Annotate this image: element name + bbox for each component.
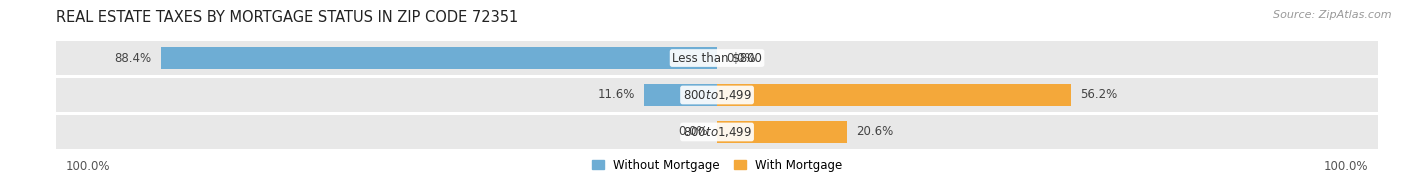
Bar (56, 78, 1378, 112)
Bar (56, 115, 1378, 149)
Text: $800 to $1,499: $800 to $1,499 (682, 125, 752, 139)
Text: REAL ESTATE TAXES BY MORTGAGE STATUS IN ZIP CODE 72351: REAL ESTATE TAXES BY MORTGAGE STATUS IN … (56, 10, 519, 25)
Bar (717, 83, 1071, 106)
Text: $800 to $1,499: $800 to $1,499 (682, 88, 752, 102)
Bar (717, 121, 846, 144)
Text: 11.6%: 11.6% (598, 89, 634, 101)
Bar (56, 41, 1378, 75)
Bar (644, 83, 717, 106)
Bar (160, 47, 717, 69)
Text: 20.6%: 20.6% (856, 125, 893, 138)
Text: 56.2%: 56.2% (1080, 89, 1118, 101)
Legend: Without Mortgage, With Mortgage: Without Mortgage, With Mortgage (592, 159, 842, 172)
Text: 0.0%: 0.0% (678, 125, 707, 138)
Text: Less than $800: Less than $800 (672, 51, 762, 65)
Text: Source: ZipAtlas.com: Source: ZipAtlas.com (1274, 10, 1392, 20)
Text: 88.4%: 88.4% (114, 51, 152, 65)
Text: 0.0%: 0.0% (727, 51, 756, 65)
